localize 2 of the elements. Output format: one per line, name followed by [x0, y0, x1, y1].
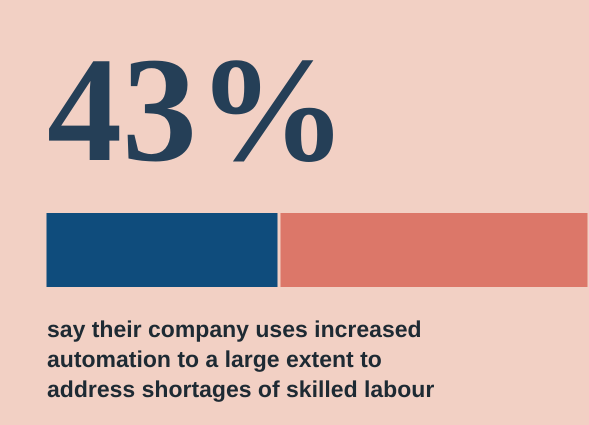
text: say their company uses increased automation to a large extent to address shortages of skilled labour	[47, 316, 434, 402]
data-label: 43%	[47, 27, 347, 193]
